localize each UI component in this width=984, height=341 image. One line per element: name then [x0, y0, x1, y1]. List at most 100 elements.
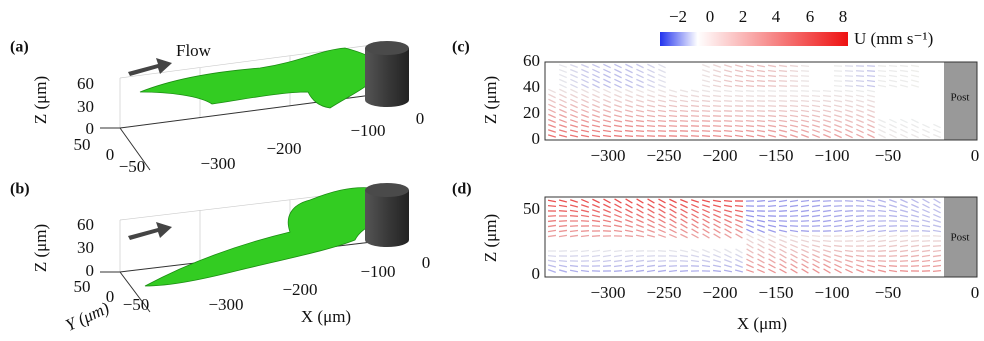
vector — [724, 228, 732, 234]
vector — [646, 259, 656, 263]
vector — [767, 129, 777, 133]
vector — [580, 269, 590, 273]
vector — [899, 270, 909, 272]
colorbar: −2 0 2 4 6 8 U (mm s⁻¹) — [660, 7, 933, 48]
vector — [636, 68, 644, 74]
vector — [845, 263, 853, 269]
vector — [822, 224, 832, 228]
vector — [713, 253, 721, 259]
vector — [668, 89, 678, 93]
vector — [844, 80, 854, 82]
vector — [647, 63, 655, 69]
vector — [581, 88, 589, 94]
vector — [548, 88, 556, 94]
vector — [646, 124, 656, 128]
vector — [613, 229, 623, 233]
vector — [569, 249, 579, 253]
vector — [635, 254, 645, 258]
vector — [800, 209, 810, 213]
vector — [712, 89, 722, 93]
vector — [845, 128, 853, 134]
x-tick-label: −300 — [590, 283, 625, 302]
vector — [789, 225, 799, 227]
vector — [834, 119, 842, 123]
vector — [910, 84, 920, 88]
vector — [702, 233, 710, 239]
vector — [800, 70, 810, 72]
vector — [899, 239, 909, 243]
vector — [845, 268, 853, 274]
vector — [559, 98, 567, 104]
vector — [921, 249, 931, 253]
vector — [834, 123, 842, 129]
vector — [547, 234, 557, 238]
vector — [833, 94, 843, 98]
vector — [680, 208, 688, 214]
vector — [932, 235, 942, 237]
vector — [877, 199, 887, 203]
vector — [855, 264, 865, 268]
vector — [625, 203, 633, 209]
tick: −300 — [208, 295, 243, 314]
vector — [559, 124, 567, 128]
vector — [547, 229, 557, 233]
vector — [855, 215, 865, 217]
vector — [591, 254, 601, 258]
vector — [932, 269, 942, 273]
vector — [723, 79, 733, 83]
vector — [614, 63, 622, 69]
vector — [866, 204, 876, 208]
vector — [823, 128, 831, 134]
vector — [888, 84, 898, 88]
vector — [888, 64, 898, 68]
vector — [625, 83, 633, 89]
vector — [768, 238, 776, 244]
vector — [613, 249, 623, 253]
vector — [570, 68, 578, 74]
vector — [745, 119, 755, 123]
vector — [558, 210, 568, 212]
vector — [569, 264, 579, 268]
vector — [767, 219, 777, 223]
vector — [602, 109, 612, 113]
vector — [669, 203, 677, 209]
vector — [767, 64, 777, 68]
vector — [647, 89, 655, 93]
vector — [679, 99, 689, 103]
x-tick-label: 0 — [971, 146, 980, 165]
vector — [547, 224, 557, 228]
vector — [548, 129, 556, 133]
vector — [834, 128, 842, 134]
vector — [613, 124, 623, 128]
vector — [723, 94, 733, 98]
vector — [624, 224, 634, 228]
vector — [581, 93, 589, 99]
z-label: Z (μm) — [31, 76, 50, 124]
vector — [679, 270, 689, 272]
y-label: Z (μm) — [481, 76, 500, 124]
vector — [646, 264, 656, 268]
vector — [680, 218, 688, 224]
vector — [548, 98, 556, 104]
vector — [756, 69, 766, 73]
vector — [779, 263, 787, 269]
vector-field — [547, 63, 941, 139]
vector — [657, 94, 667, 98]
x-label: X (μm) — [737, 314, 787, 333]
vector — [933, 198, 941, 204]
vector — [823, 133, 831, 139]
vector — [723, 84, 733, 88]
vector — [735, 223, 743, 229]
vector — [856, 133, 864, 139]
vector — [844, 254, 854, 258]
vector — [669, 198, 677, 204]
panel-d: (d) Post Z (μm) −300 −250 −200 −150 −100 −50 0… — [452, 181, 979, 333]
vector — [635, 99, 645, 103]
vector — [910, 259, 920, 263]
vector — [603, 83, 611, 89]
vector — [701, 89, 711, 93]
vector — [812, 263, 820, 269]
vector — [778, 80, 788, 82]
vector — [690, 115, 700, 117]
vector — [922, 203, 930, 209]
